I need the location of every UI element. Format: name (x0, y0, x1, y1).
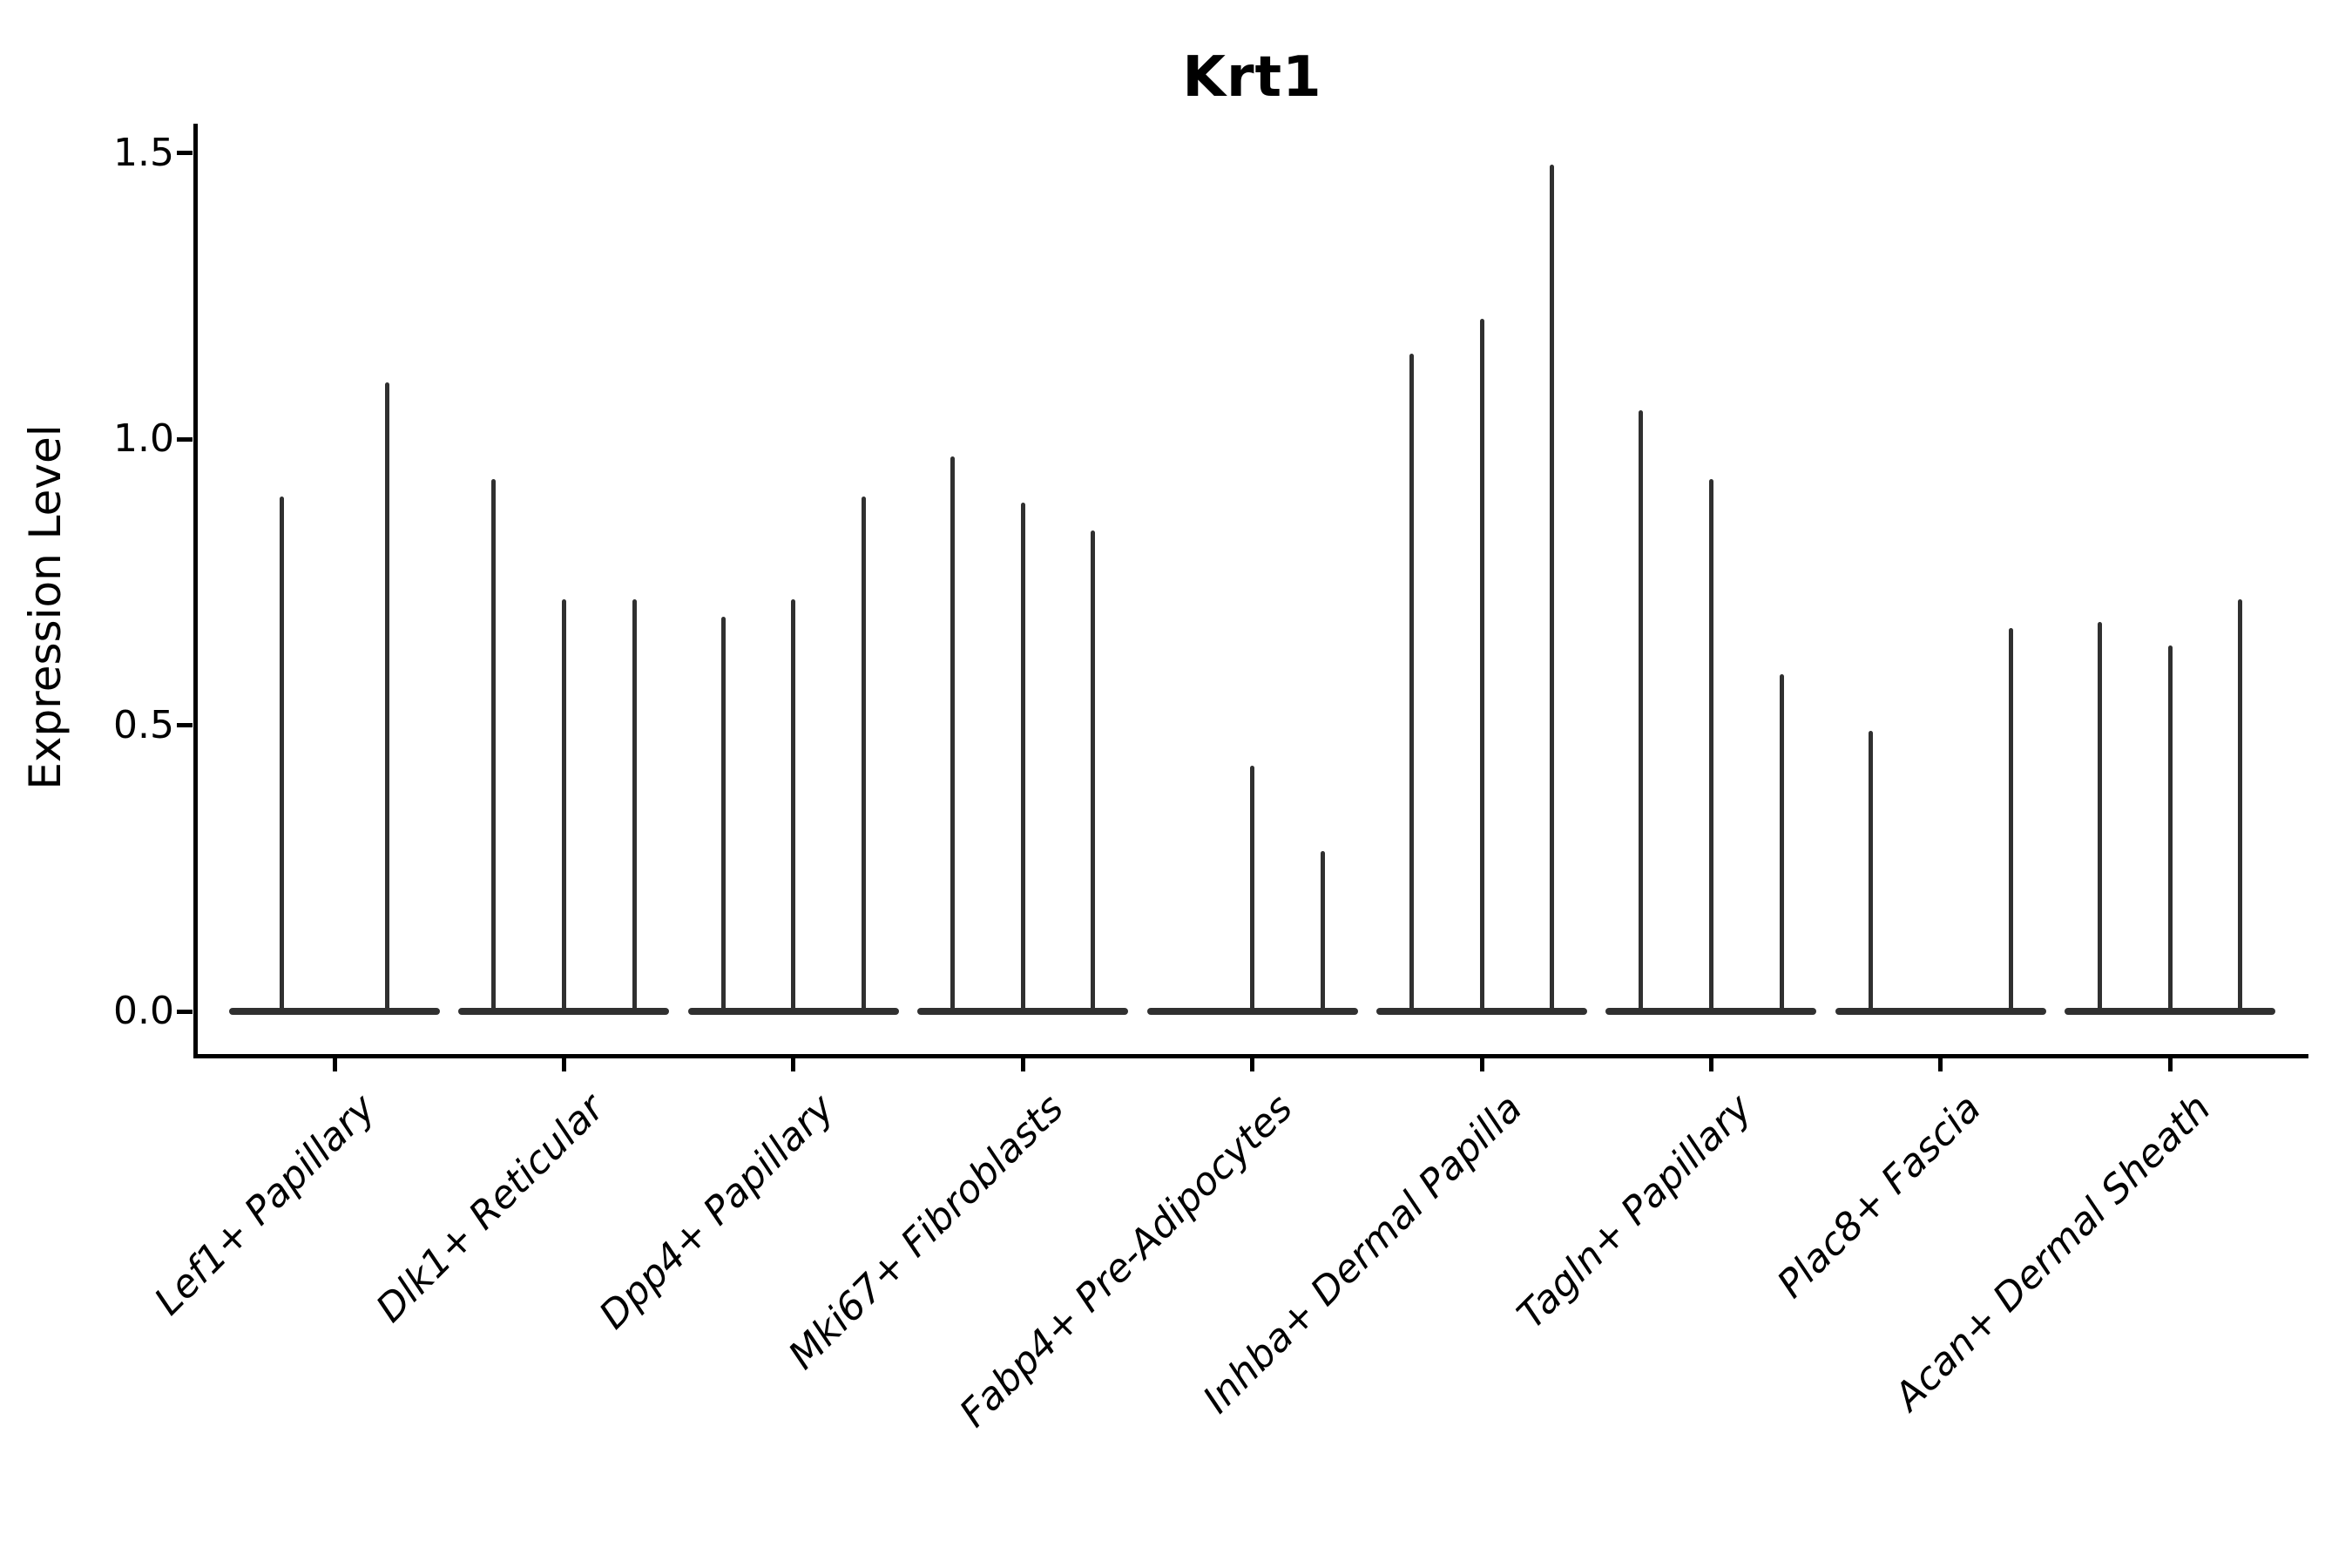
violin-base (917, 1008, 1129, 1015)
violin-spike (791, 599, 796, 1011)
violin-spike (861, 496, 866, 1011)
x-tick (1250, 1056, 1255, 1071)
violin-spike (2238, 599, 2243, 1011)
violin-spike (1550, 165, 1555, 1011)
y-tick (177, 1009, 193, 1014)
violin-spike (1479, 319, 1484, 1011)
violin-base (1376, 1008, 1587, 1015)
x-tick (1708, 1056, 1713, 1071)
x-tick (1020, 1056, 1025, 1071)
violin-base (1835, 1008, 2046, 1015)
violin-spike (2167, 645, 2173, 1011)
y-tick-label: 0.5 (113, 702, 174, 747)
violin-spike (385, 382, 389, 1011)
x-tick (561, 1056, 566, 1071)
violin-spike (632, 599, 637, 1011)
violin-spike (561, 599, 566, 1011)
violin-spike (950, 456, 956, 1011)
y-tick-label: 0.0 (113, 989, 174, 1033)
violin-spike (1708, 479, 1713, 1011)
y-axis-label: Expression Level (20, 424, 71, 790)
violin-spike (280, 496, 284, 1011)
violin-spike (2098, 622, 2103, 1011)
violin-base (458, 1008, 670, 1015)
x-tick (1479, 1056, 1484, 1071)
violin-spike (1320, 851, 1325, 1011)
y-axis-spine (193, 124, 198, 1058)
x-tick (2167, 1056, 2173, 1071)
y-tick-label: 1.5 (113, 130, 174, 175)
violin-spike (491, 479, 497, 1011)
y-tick (177, 723, 193, 728)
violin-base (2065, 1008, 2276, 1015)
violin-base (687, 1008, 899, 1015)
violin-spike (1020, 502, 1025, 1011)
violin-spike (1779, 673, 1784, 1011)
violin-spike (1250, 765, 1255, 1011)
x-category-label: Lef1+ Papillary (145, 1085, 384, 1324)
x-tick (791, 1056, 796, 1071)
violin-spike (1639, 410, 1644, 1011)
x-tick (1938, 1056, 1943, 1071)
y-tick (177, 436, 193, 442)
violin-spike (1868, 731, 1873, 1011)
x-category-label: Tagln+ Papillary (1509, 1085, 1761, 1338)
chart-title: Krt1 (1182, 45, 1322, 110)
violin-spike (720, 616, 726, 1011)
violin-spike (2008, 628, 2013, 1011)
violin-base (1146, 1008, 1358, 1015)
x-tick (332, 1056, 337, 1071)
violin-base (1605, 1008, 1817, 1015)
violin-spike (1409, 353, 1414, 1011)
y-tick-label: 1.0 (113, 416, 174, 462)
x-category-label: Dlk1+ Reticular (368, 1085, 614, 1331)
y-tick (177, 151, 193, 156)
violin-base (229, 1008, 440, 1015)
x-category-label: Plac8+ Fascia (1769, 1085, 1990, 1307)
violin-spike (1091, 531, 1096, 1011)
x-category-label: Dpp4+ Papillary (591, 1085, 843, 1338)
